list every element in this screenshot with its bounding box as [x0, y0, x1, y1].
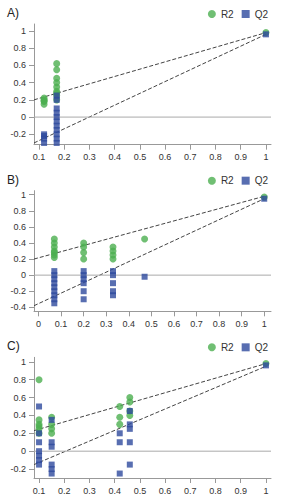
- svg-text:1: 1: [263, 486, 268, 496]
- svg-text:0: 0: [21, 446, 26, 456]
- svg-text:0.6: 0.6: [159, 152, 172, 162]
- svg-text:1: 1: [263, 152, 268, 162]
- svg-text:0.8: 0.8: [13, 206, 26, 216]
- svg-text:0.4: 0.4: [108, 152, 121, 162]
- svg-text:Q2: Q2: [255, 342, 269, 353]
- svg-text:0.8: 0.8: [13, 43, 26, 53]
- svg-text:0.6: 0.6: [168, 319, 181, 329]
- svg-text:0.3: 0.3: [83, 152, 96, 162]
- svg-text:0.5: 0.5: [134, 152, 147, 162]
- svg-text:A): A): [7, 6, 19, 20]
- svg-text:0: 0: [21, 112, 26, 122]
- svg-text:0.2: 0.2: [58, 486, 71, 496]
- svg-text:0.2: 0.2: [13, 254, 26, 264]
- svg-text:0.8: 0.8: [209, 152, 222, 162]
- svg-text:0.1: 0.1: [33, 152, 46, 162]
- svg-text:-0.2: -0.2: [10, 129, 26, 139]
- svg-text:-0.2: -0.2: [10, 464, 26, 474]
- svg-text:0.8: 0.8: [13, 375, 26, 385]
- svg-text:0.4: 0.4: [13, 410, 26, 420]
- svg-text:0.6: 0.6: [13, 60, 26, 70]
- svg-text:0.2: 0.2: [13, 428, 26, 438]
- svg-text:0.6: 0.6: [13, 393, 26, 403]
- svg-text:R2: R2: [221, 175, 234, 186]
- svg-text:0.1: 0.1: [55, 319, 68, 329]
- svg-text:0: 0: [21, 270, 26, 280]
- svg-text:0.9: 0.9: [234, 152, 247, 162]
- svg-text:0.4: 0.4: [13, 238, 26, 248]
- svg-text:1: 1: [21, 26, 26, 36]
- svg-text:0.5: 0.5: [134, 486, 147, 496]
- svg-text:0.6: 0.6: [159, 486, 172, 496]
- svg-text:R2: R2: [221, 342, 234, 353]
- svg-text:B): B): [7, 173, 19, 187]
- svg-text:0.2: 0.2: [77, 319, 90, 329]
- svg-text:0.9: 0.9: [234, 486, 247, 496]
- svg-text:0.7: 0.7: [190, 319, 203, 329]
- svg-text:-0.4: -0.4: [10, 302, 26, 312]
- svg-text:Q2: Q2: [255, 175, 269, 186]
- svg-text:1: 1: [262, 319, 267, 329]
- svg-text:0.7: 0.7: [184, 152, 197, 162]
- svg-text:0.1: 0.1: [33, 486, 46, 496]
- svg-text:0.8: 0.8: [209, 486, 222, 496]
- svg-text:R2: R2: [221, 9, 234, 20]
- svg-text:0.5: 0.5: [145, 319, 158, 329]
- svg-text:1: 1: [21, 357, 26, 367]
- svg-text:0.9: 0.9: [235, 319, 248, 329]
- svg-text:0.8: 0.8: [213, 319, 226, 329]
- svg-text:0.7: 0.7: [184, 486, 197, 496]
- svg-text:0.2: 0.2: [58, 152, 71, 162]
- svg-text:0: 0: [36, 319, 41, 329]
- svg-text:0.6: 0.6: [13, 222, 26, 232]
- svg-text:0.3: 0.3: [83, 486, 96, 496]
- svg-text:-0.2: -0.2: [10, 286, 26, 296]
- svg-text:C): C): [7, 339, 20, 353]
- svg-text:0.3: 0.3: [100, 319, 113, 329]
- svg-text:0.4: 0.4: [13, 78, 26, 88]
- svg-text:0.2: 0.2: [13, 95, 26, 105]
- svg-text:0.4: 0.4: [108, 486, 121, 496]
- svg-text:Q2: Q2: [255, 9, 269, 20]
- svg-text:0.4: 0.4: [123, 319, 136, 329]
- svg-text:1: 1: [21, 190, 26, 200]
